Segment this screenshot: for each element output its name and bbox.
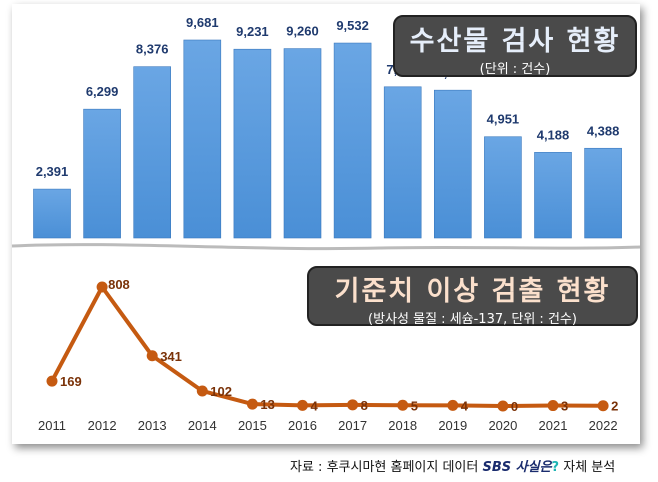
bar-2013 — [133, 66, 171, 239]
line-chart-subtitle: (방사성 물질 : 세슘-137, 단위 : 건수) — [368, 312, 577, 327]
source-suffix: 자체 분석 — [563, 460, 616, 475]
year-tick-2011: 2011 — [38, 418, 66, 433]
year-tick-2016: 2016 — [288, 418, 317, 433]
line-point-2011 — [46, 375, 58, 387]
line-label-2015: 13 — [260, 397, 274, 412]
line-chart-title-box: 기준치 이상 검출 현황 (방사성 물질 : 세슘-137, 단위 : 건수) — [307, 266, 638, 327]
source-note: 자료 : 후쿠시마현 홈페이지 데이터 SBS 사실은? 자체 분석 — [290, 456, 615, 475]
sbs-brand: SBS 사실은 — [482, 460, 552, 475]
question-mark-icon: ? — [551, 460, 560, 475]
bar-2017 — [333, 42, 372, 239]
bar-2015 — [233, 48, 272, 239]
line-label-2012: 808 — [108, 277, 130, 292]
year-tick-2014: 2014 — [188, 418, 217, 433]
year-tick-2013: 2013 — [138, 418, 167, 433]
bar-label-2012: 6,299 — [86, 84, 119, 99]
bar-2016 — [283, 48, 322, 239]
bar-2011 — [33, 188, 71, 239]
year-tick-2015: 2015 — [238, 418, 267, 433]
year-tick-2022: 2022 — [589, 418, 618, 433]
line-point-2019 — [447, 399, 459, 411]
bar-label-2013: 8,376 — [136, 42, 169, 57]
bar-label-2016: 9,260 — [286, 24, 319, 39]
line-label-2022: 2 — [611, 399, 618, 414]
bar-2012 — [83, 108, 121, 239]
bar-2018 — [383, 86, 422, 239]
bar-label-2014: 9,681 — [186, 15, 219, 30]
year-tick-2012: 2012 — [88, 418, 117, 433]
year-tick-2021: 2021 — [539, 418, 568, 433]
line-series — [50, 285, 604, 408]
source-prefix: 자료 : 후쿠시마현 홈페이지 데이터 — [290, 460, 479, 475]
torn-paper-divider — [11, 243, 641, 251]
line-point-2018 — [397, 399, 409, 411]
line-label-2014: 102 — [210, 384, 232, 399]
bar-chart-title-box: 수산물 검사 현황 (단위 : 건수) — [393, 15, 637, 77]
line-chart-title: 기준치 이상 검출 현황 — [334, 276, 611, 307]
line-point-2012 — [96, 281, 108, 293]
bar-label-2022: 4,388 — [587, 123, 620, 138]
line-point-2014 — [196, 385, 208, 397]
line-point-2021 — [547, 400, 559, 412]
line-label-2018: 5 — [411, 398, 418, 413]
bar-label-2021: 4,188 — [537, 127, 570, 142]
bar-label-2015: 9,231 — [236, 24, 269, 39]
bar-chart-title: 수산물 검사 현황 — [409, 26, 621, 57]
line-point-2020 — [497, 400, 509, 412]
year-tick-2018: 2018 — [388, 418, 417, 433]
year-tick-2019: 2019 — [438, 418, 467, 433]
line-point-2022 — [597, 400, 609, 412]
bar-chart-subtitle: (단위 : 건수) — [479, 62, 551, 77]
year-tick-2020: 2020 — [488, 418, 517, 433]
line-label-2019: 4 — [461, 398, 469, 413]
line-label-2021: 3 — [561, 399, 568, 414]
bar-label-2020: 4,951 — [487, 112, 520, 127]
line-label-2020: 0 — [511, 399, 518, 414]
line-label-2016: 4 — [311, 398, 319, 413]
line-point-2013 — [146, 350, 158, 362]
line-label-2017: 8 — [361, 398, 368, 413]
line-point-2016 — [297, 399, 308, 411]
bar-2014 — [183, 39, 222, 239]
line-point-2017 — [347, 399, 359, 411]
bar-label-2017: 9,532 — [336, 18, 369, 33]
bar-2020 — [484, 136, 522, 239]
line-label-2013: 341 — [160, 349, 182, 364]
line-label-2011: 169 — [60, 374, 82, 389]
bar-2021 — [534, 152, 572, 239]
year-tick-2017: 2017 — [338, 418, 367, 433]
bar-2019 — [433, 89, 472, 239]
bar-2022 — [584, 147, 622, 239]
bar-label-2011: 2,391 — [36, 164, 69, 179]
line-point-2015 — [246, 398, 258, 410]
